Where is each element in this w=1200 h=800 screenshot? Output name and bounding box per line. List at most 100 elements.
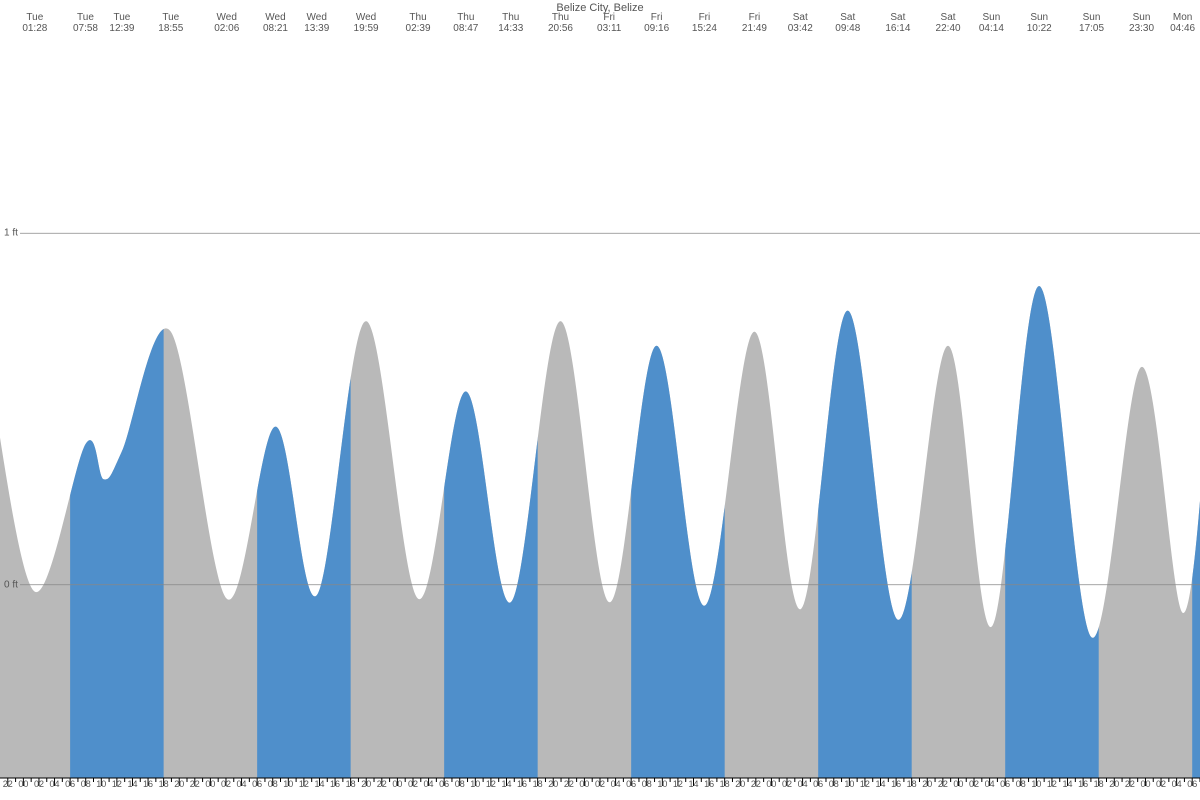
top-time-label: Tue01:28 xyxy=(22,12,47,34)
top-time-label: Sun10:22 xyxy=(1027,12,1052,34)
top-label-day: Tue xyxy=(22,12,47,23)
top-label-time: 22:40 xyxy=(936,23,961,34)
top-label-day: Thu xyxy=(406,12,431,23)
hour-label: 06 xyxy=(813,779,823,789)
hour-label: 22 xyxy=(190,779,200,789)
hour-label: 12 xyxy=(486,779,496,789)
hour-label: 18 xyxy=(533,779,543,789)
top-label-day: Sat xyxy=(885,12,910,23)
top-time-label: Tue12:39 xyxy=(109,12,134,34)
hour-label: 02 xyxy=(1156,779,1166,789)
hour-label: 18 xyxy=(720,779,730,789)
top-label-day: Fri xyxy=(644,12,669,23)
hour-label: 20 xyxy=(361,779,371,789)
top-label-time: 23:30 xyxy=(1129,23,1154,34)
hour-label: 02 xyxy=(221,779,231,789)
top-label-time: 21:49 xyxy=(742,23,767,34)
hour-label: 04 xyxy=(611,779,621,789)
hour-label: 20 xyxy=(548,779,558,789)
hour-label: 10 xyxy=(470,779,480,789)
hour-label: 06 xyxy=(65,779,75,789)
top-label-time: 16:14 xyxy=(885,23,910,34)
hour-label: 00 xyxy=(766,779,776,789)
top-time-label: Tue07:58 xyxy=(73,12,98,34)
top-label-day: Tue xyxy=(158,12,183,23)
top-label-time: 18:55 xyxy=(158,23,183,34)
top-time-label: Wed02:06 xyxy=(214,12,239,34)
top-time-label: Sun23:30 xyxy=(1129,12,1154,34)
top-time-label: Tue18:55 xyxy=(158,12,183,34)
hour-label: 20 xyxy=(174,779,184,789)
hour-label: 02 xyxy=(969,779,979,789)
chart-svg xyxy=(0,0,1200,800)
top-label-day: Wed xyxy=(304,12,329,23)
top-label-day: Mon xyxy=(1170,12,1195,23)
hour-label: 10 xyxy=(657,779,667,789)
top-time-label: Thu14:33 xyxy=(498,12,523,34)
hour-label: 16 xyxy=(517,779,527,789)
bottom-hour-labels: 2200020406081012141618202200020406081012… xyxy=(0,778,1200,800)
hour-label: 08 xyxy=(268,779,278,789)
hour-label: 02 xyxy=(408,779,418,789)
top-time-label: Thu20:56 xyxy=(548,12,573,34)
top-time-label: Sun04:14 xyxy=(979,12,1004,34)
hour-label: 02 xyxy=(34,779,44,789)
top-label-time: 02:39 xyxy=(406,23,431,34)
top-label-time: 09:48 xyxy=(835,23,860,34)
hour-label: 14 xyxy=(127,779,137,789)
hour-label: 18 xyxy=(1094,779,1104,789)
hour-label: 04 xyxy=(50,779,60,789)
top-time-label: Fri09:16 xyxy=(644,12,669,34)
top-time-label: Thu02:39 xyxy=(406,12,431,34)
hour-label: 10 xyxy=(844,779,854,789)
top-time-label: Thu08:47 xyxy=(453,12,478,34)
hour-label: 02 xyxy=(595,779,605,789)
hour-label: 14 xyxy=(501,779,511,789)
hour-label: 08 xyxy=(455,779,465,789)
top-time-label: Sat22:40 xyxy=(936,12,961,34)
top-label-time: 04:14 xyxy=(979,23,1004,34)
top-label-time: 01:28 xyxy=(22,23,47,34)
top-label-time: 15:24 xyxy=(692,23,717,34)
top-label-time: 03:42 xyxy=(788,23,813,34)
top-label-day: Tue xyxy=(109,12,134,23)
top-time-label: Fri15:24 xyxy=(692,12,717,34)
top-label-day: Wed xyxy=(354,12,379,23)
hour-label: 00 xyxy=(579,779,589,789)
top-time-label: Sun17:05 xyxy=(1079,12,1104,34)
hour-label: 18 xyxy=(159,779,169,789)
hour-label: 22 xyxy=(751,779,761,789)
hour-label: 16 xyxy=(143,779,153,789)
top-time-label: Wed19:59 xyxy=(354,12,379,34)
hour-label: 14 xyxy=(1063,779,1073,789)
hour-label: 08 xyxy=(1016,779,1026,789)
top-label-day: Sat xyxy=(835,12,860,23)
hour-label: 04 xyxy=(424,779,434,789)
top-label-time: 13:39 xyxy=(304,23,329,34)
hour-label: 16 xyxy=(891,779,901,789)
y-axis-label: 0 ft xyxy=(4,579,18,590)
top-label-day: Sat xyxy=(788,12,813,23)
top-label-time: 10:22 xyxy=(1027,23,1052,34)
hour-label: 20 xyxy=(922,779,932,789)
top-label-day: Sun xyxy=(979,12,1004,23)
top-label-time: 12:39 xyxy=(109,23,134,34)
hour-label: 00 xyxy=(392,779,402,789)
top-time-labels: Tue01:28Tue07:58Tue12:39Tue18:55Wed02:06… xyxy=(0,12,1200,40)
hour-label: 14 xyxy=(688,779,698,789)
top-time-label: Fri03:11 xyxy=(597,12,621,34)
top-label-time: 20:56 xyxy=(548,23,573,34)
top-label-day: Sun xyxy=(1129,12,1154,23)
hour-label: 20 xyxy=(1109,779,1119,789)
top-label-day: Sun xyxy=(1079,12,1104,23)
hour-label: 22 xyxy=(564,779,574,789)
hour-label: 00 xyxy=(953,779,963,789)
hour-label: 04 xyxy=(237,779,247,789)
top-time-label: Sat16:14 xyxy=(885,12,910,34)
hour-label: 00 xyxy=(205,779,215,789)
top-label-time: 03:11 xyxy=(597,23,621,34)
hour-label: 04 xyxy=(1172,779,1182,789)
hour-label: 06 xyxy=(439,779,449,789)
hour-label: 10 xyxy=(283,779,293,789)
hour-label: 08 xyxy=(81,779,91,789)
